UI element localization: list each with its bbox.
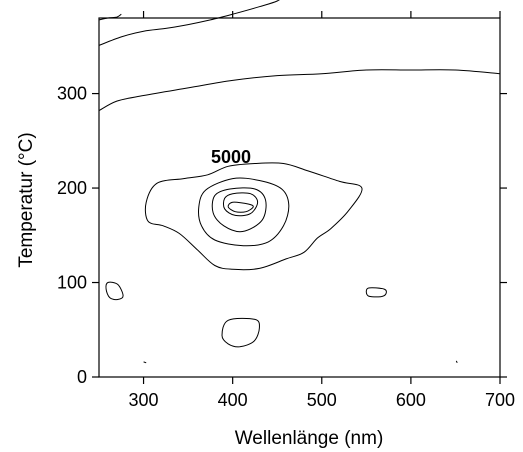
x-tick-label-500: 500 <box>307 390 337 410</box>
contour-line-top-3 <box>98 69 501 112</box>
y-tick-label-200: 200 <box>57 178 87 198</box>
y-axis: 0 100 200 300 <box>57 84 507 387</box>
plot-frame <box>98 17 501 378</box>
contour-label: 5000 <box>211 147 251 167</box>
x-tick-label-400: 400 <box>218 390 248 410</box>
y-axis-label: Temperatur (°C) <box>16 132 37 267</box>
contour-line-mid-3 <box>222 192 259 217</box>
contour-line-blob-left <box>105 281 124 301</box>
y-tick-label-0: 0 <box>77 367 87 387</box>
contour-line-dot-2 <box>455 360 458 364</box>
y-tick-label-300: 300 <box>57 84 87 104</box>
plot-area <box>98 0 501 378</box>
contour-line-blob-right <box>365 287 387 298</box>
x-axis: 300 400 500 600 700 <box>129 11 515 410</box>
contour-line-inner <box>227 201 254 213</box>
contour-line-top-2 <box>98 0 281 46</box>
contour-line-mid-1 <box>198 177 290 247</box>
x-tick-label-300: 300 <box>129 390 159 410</box>
y-tick-label-100: 100 <box>57 273 87 293</box>
x-axis-label: Wellenlänge (nm) <box>235 428 384 449</box>
x-tick-label-700: 700 <box>485 390 515 410</box>
contour-line-mid-2 <box>211 187 267 233</box>
contour-line-outer-5000 <box>144 162 363 271</box>
contour-line-dot-1 <box>143 361 147 364</box>
x-tick-label-600: 600 <box>396 390 426 410</box>
contour-line-top-1 <box>98 13 122 21</box>
contour-line-blob-bottom <box>221 317 260 348</box>
contour-lines <box>98 0 501 364</box>
